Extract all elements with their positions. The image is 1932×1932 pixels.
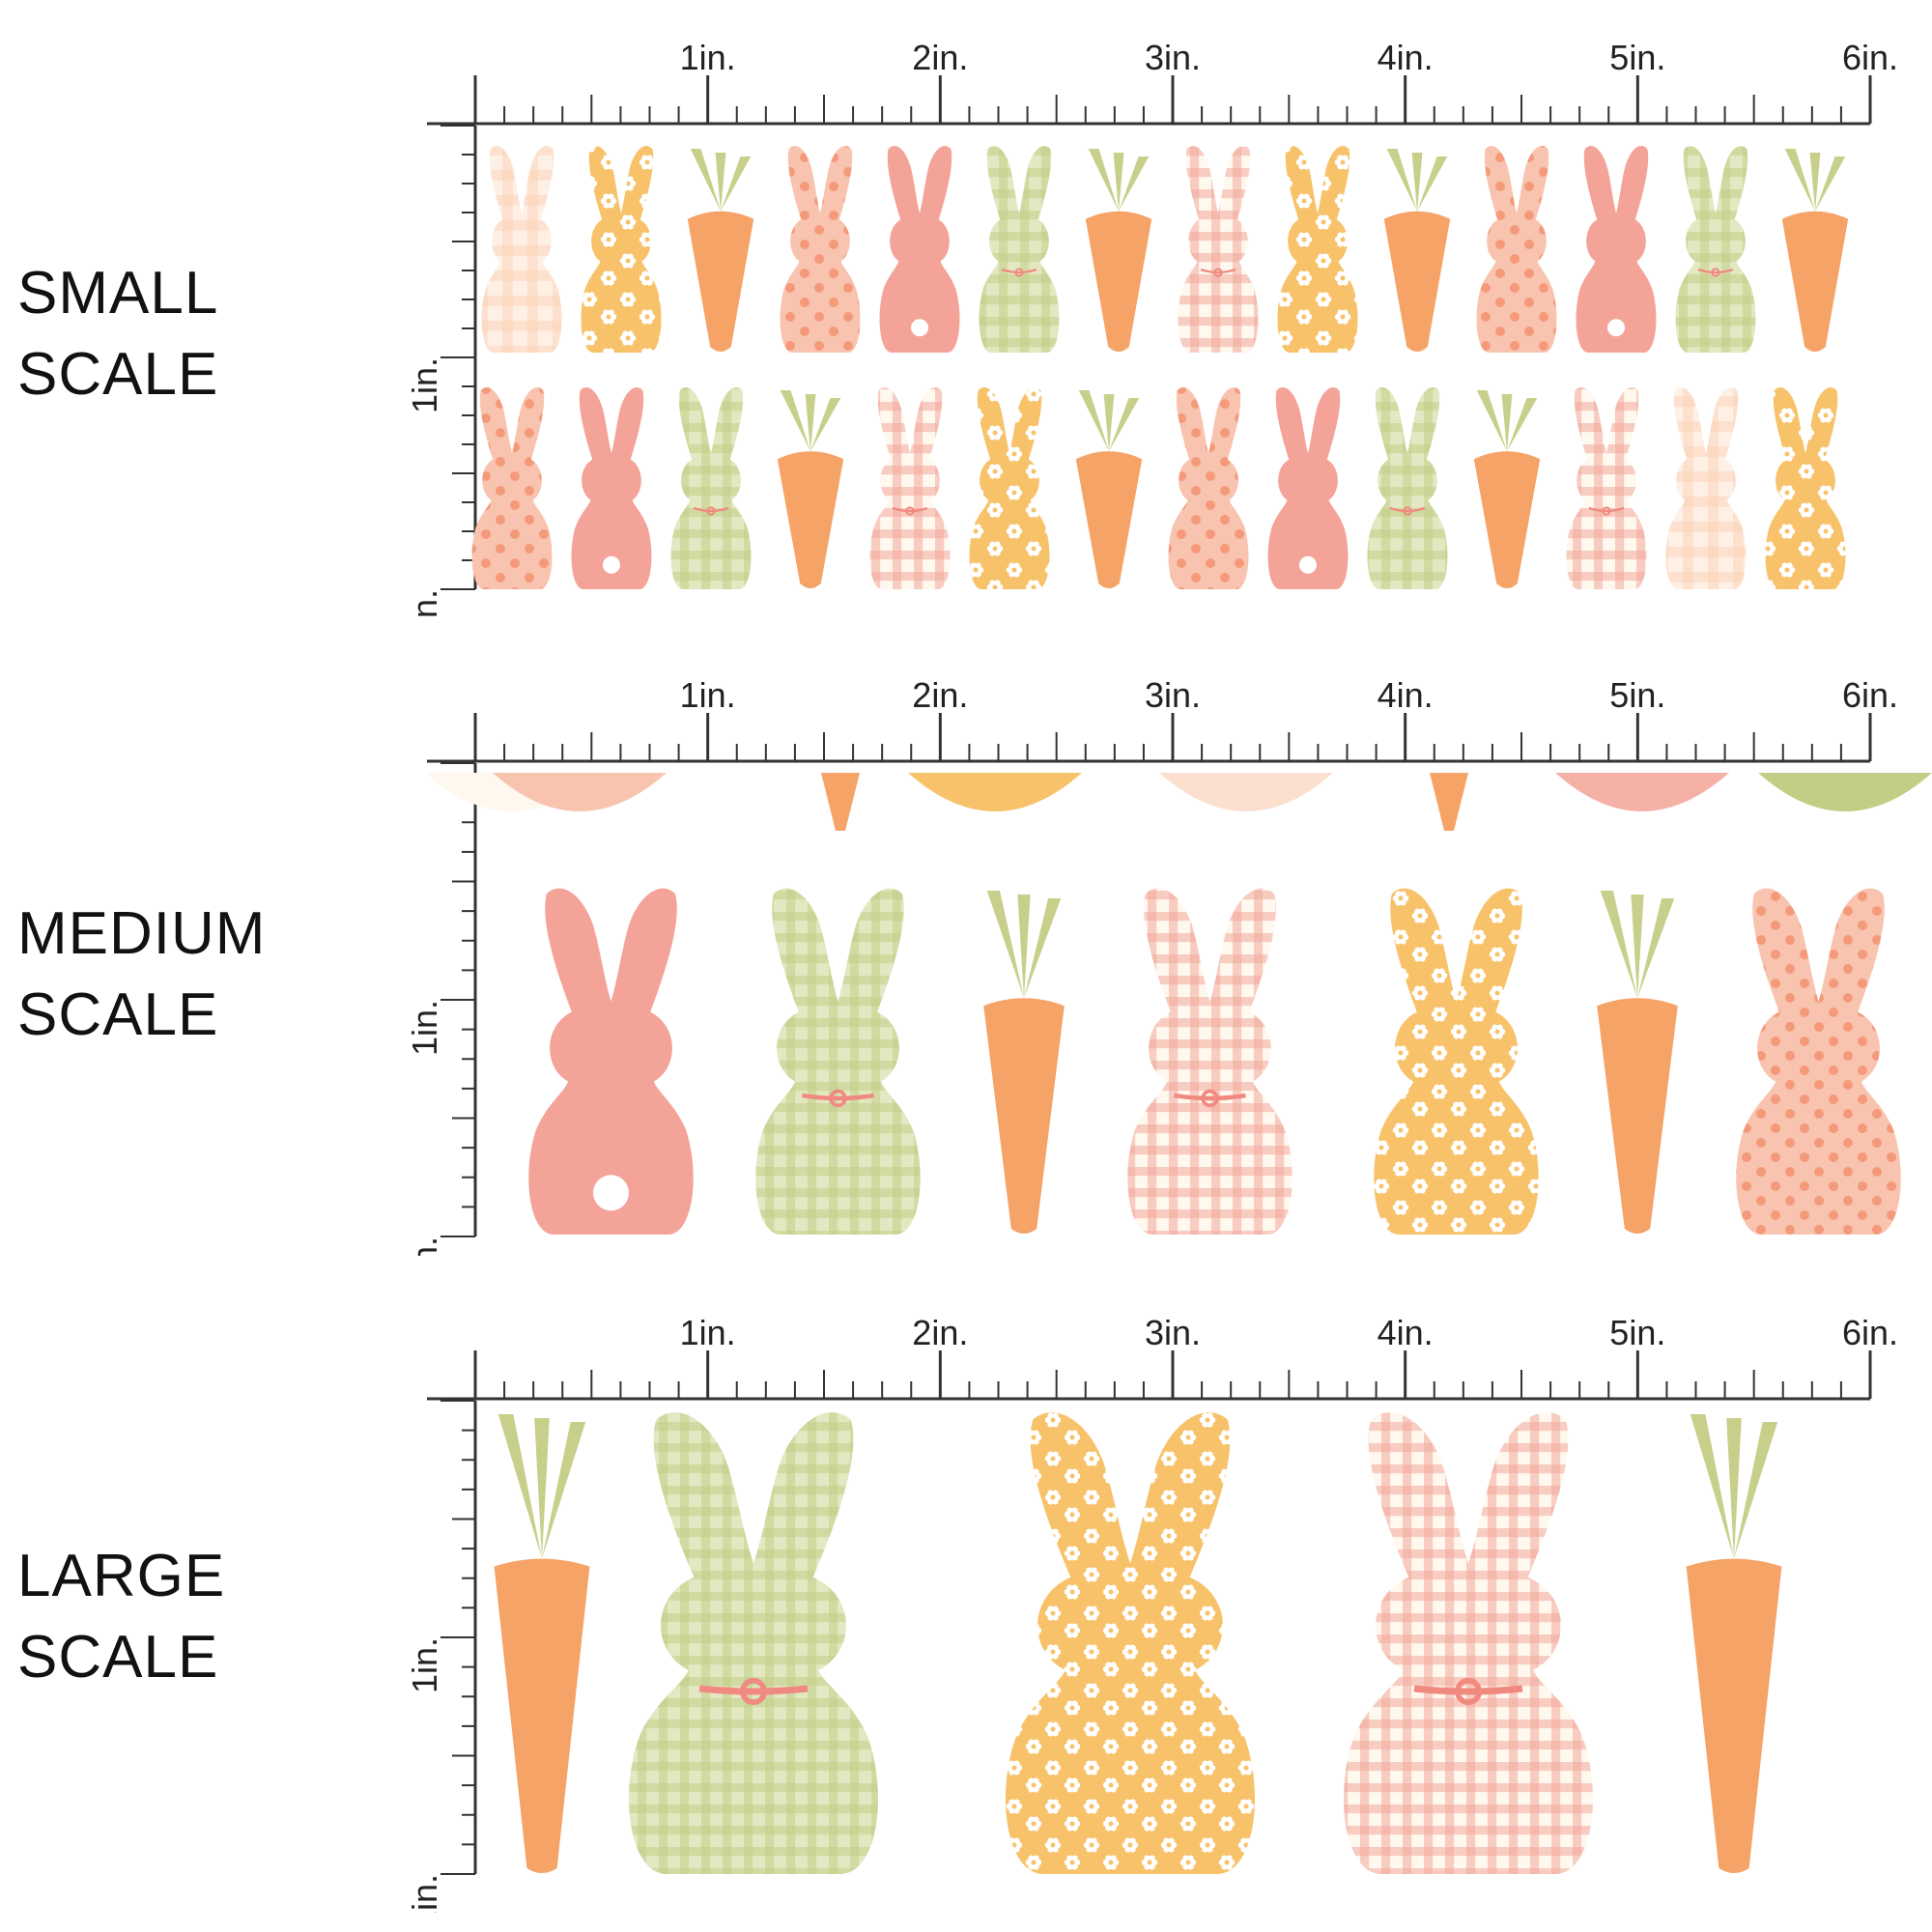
carrot-icon: [1473, 390, 1541, 588]
ruler-label-vertical: 2in.: [405, 1236, 444, 1256]
ruler-label-horizontal: 2in.: [912, 675, 968, 715]
small-scale-label-line2: SCALE: [17, 341, 219, 408]
bunny-floral-icon: [581, 145, 662, 353]
bunny-floral-icon: [1005, 1412, 1256, 1874]
bunny-polka-icon: [1168, 386, 1249, 589]
ruler-label-vertical: 2in.: [405, 589, 444, 618]
ruler-label-horizontal: 4in.: [1378, 1313, 1434, 1352]
large-scale-label: LARGE SCALE: [17, 1536, 225, 1698]
bunny-plaid-icon: [869, 386, 951, 589]
ruler-label-horizontal: 4in.: [1378, 38, 1434, 77]
carrot-icon: [1075, 390, 1143, 588]
ruler-label-horizontal: 4in.: [1378, 675, 1434, 715]
ruler: 1in. 2in. 3in. 4in. 5in. 6in. 1in. 2in.: [405, 675, 1898, 1256]
ruler-label-horizontal: 6in.: [1842, 675, 1898, 715]
carrot-icon: [1686, 1414, 1782, 1873]
bunny-polka-icon: [1736, 888, 1901, 1235]
ruler-label-horizontal: 5in.: [1609, 675, 1665, 715]
large-scale-label-line2: SCALE: [17, 1624, 219, 1690]
ruler-label-horizontal: 1in.: [680, 1313, 736, 1352]
bunny-gingham-icon: [979, 145, 1060, 353]
carrot-icon: [1383, 149, 1451, 352]
medium-scale-label-line1: MEDIUM: [17, 900, 267, 967]
carrot-icon: [494, 1414, 590, 1873]
bunny-polka-icon: [780, 145, 861, 353]
carrot-icon: [777, 390, 844, 588]
ruler-label-horizontal: 6in.: [1842, 1313, 1898, 1352]
medium-top-row: [425, 773, 1932, 831]
bunny-plaid-icon: [1178, 145, 1259, 353]
carrot-icon: [1085, 149, 1152, 352]
bunny-plain-icon: [1576, 145, 1657, 353]
bunny-floral-icon: [969, 386, 1050, 589]
ruler-label-horizontal: 2in.: [912, 38, 968, 77]
bunny-gingham-icon: [1367, 386, 1448, 589]
bunny-floral-icon: [1374, 888, 1539, 1235]
bunny-plain-icon: [528, 888, 694, 1235]
ruler-label-horizontal: 1in.: [680, 38, 736, 77]
bunny-plain-icon: [1267, 386, 1349, 589]
medium-scale-panel: 1in. 2in. 3in. 4in. 5in. 6in. 1in. 2in.: [405, 675, 1932, 1256]
bunny-gingham-icon: [755, 888, 921, 1235]
ruler-label-vertical: 1in.: [405, 1637, 444, 1693]
ruler-label-horizontal: 3in.: [1145, 1313, 1201, 1352]
bunny-plain-icon: [879, 145, 960, 353]
ruler-label-horizontal: 2in.: [912, 1313, 968, 1352]
ruler: 1in. 2in. 3in. 4in. 5in. 6in. 1in. 2in.: [405, 38, 1898, 618]
ruler-label-horizontal: 1in.: [680, 675, 736, 715]
bunny-stripe-icon: [1665, 386, 1747, 589]
carrot-icon: [1781, 149, 1849, 352]
ruler-label-horizontal: 5in.: [1609, 38, 1665, 77]
bunny-plain-icon: [571, 386, 652, 589]
bunny-stripe-icon: [481, 145, 562, 353]
ruler: 1in. 2in. 3in. 4in. 5in. 6in. 1in. 2in.: [405, 1313, 1898, 1913]
bunny-floral-icon: [1765, 386, 1846, 589]
small-scale-panel: 1in. 2in. 3in. 4in. 5in. 6in. 1in. 2in.: [405, 38, 1898, 618]
bunny-gingham-icon: [628, 1412, 879, 1874]
ruler-label-horizontal: 6in.: [1842, 38, 1898, 77]
ruler-label-horizontal: 3in.: [1145, 38, 1201, 77]
bunny-plaid-icon: [1343, 1412, 1594, 1874]
ruler-label-vertical: 1in.: [405, 1000, 444, 1056]
bunny-polka-icon: [1476, 145, 1557, 353]
carrot-icon: [687, 149, 754, 352]
ruler-label-horizontal: 5in.: [1609, 1313, 1665, 1352]
ruler-label-vertical: 1in.: [405, 357, 444, 413]
medium-scale-label: MEDIUM SCALE: [17, 894, 266, 1056]
large-scale-panel: 1in. 2in. 3in. 4in. 5in. 6in. 1in. 2in.: [405, 1313, 1898, 1913]
ruler-label-horizontal: 3in.: [1145, 675, 1201, 715]
bunny-polka-icon: [471, 386, 553, 589]
bunny-plaid-icon: [1127, 888, 1293, 1235]
carrot-icon: [1597, 891, 1678, 1234]
small-scale-label: SMALL SCALE: [17, 253, 218, 415]
bunny-floral-icon: [1277, 145, 1358, 353]
carrot-icon: [983, 891, 1065, 1234]
small-scale-label-line1: SMALL: [17, 260, 219, 327]
bunny-gingham-icon: [670, 386, 752, 589]
large-scale-label-line1: LARGE: [17, 1543, 226, 1609]
bunny-gingham-icon: [1675, 145, 1756, 353]
bunny-plaid-icon: [1566, 386, 1647, 589]
ruler-label-vertical: 2in.: [405, 1874, 444, 1913]
medium-scale-label-line2: SCALE: [17, 981, 219, 1048]
